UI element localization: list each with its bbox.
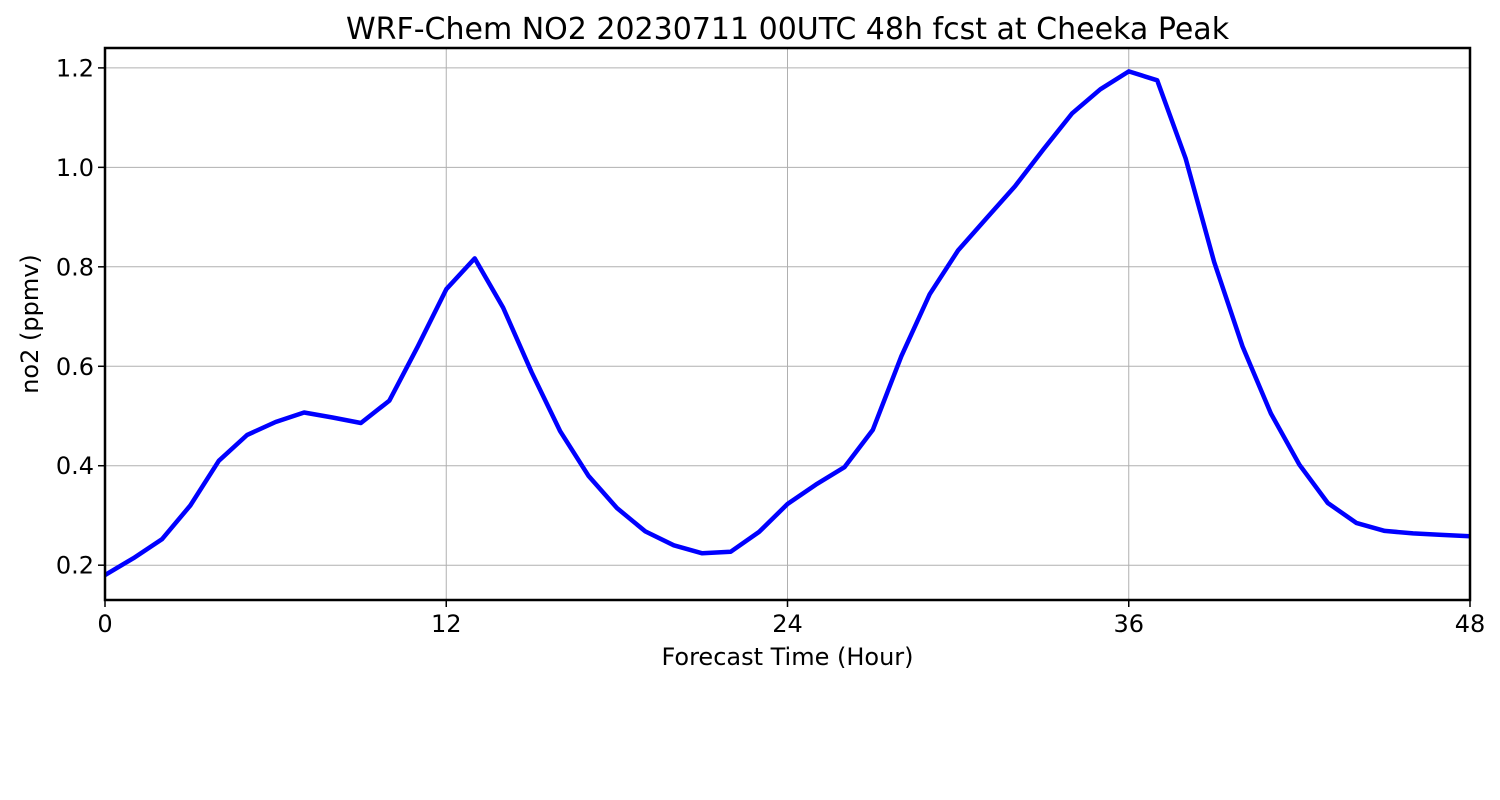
x-tick-label: 0: [97, 610, 112, 638]
no2-series-line: [103, 69, 1471, 578]
x-tick-label: 12: [431, 610, 462, 638]
x-axis-label: Forecast Time (Hour): [661, 643, 913, 671]
grid-lines: [104, 48, 1471, 600]
y-tick-label: 1.0: [56, 154, 94, 182]
y-tick-label: 1.2: [56, 54, 94, 82]
plot-area: [103, 69, 1471, 578]
y-tick-label: 0.2: [56, 552, 94, 580]
x-tick-label: 36: [1113, 610, 1144, 638]
y-tick-label: 0.4: [56, 452, 94, 480]
axis-ticks: 0 12 24 36 48 0.2 0.4 0.6 0.8 1.0 1.2: [56, 54, 1485, 638]
x-tick-label: 24: [772, 610, 803, 638]
chart-title: WRF-Chem NO2 20230711 00UTC 48h fcst at …: [346, 12, 1230, 47]
y-tick-label: 0.8: [56, 253, 94, 281]
y-tick-label: 0.6: [56, 353, 94, 381]
y-axis-label: no2 (ppmv): [16, 254, 44, 394]
x-tick-label: 48: [1455, 610, 1486, 638]
